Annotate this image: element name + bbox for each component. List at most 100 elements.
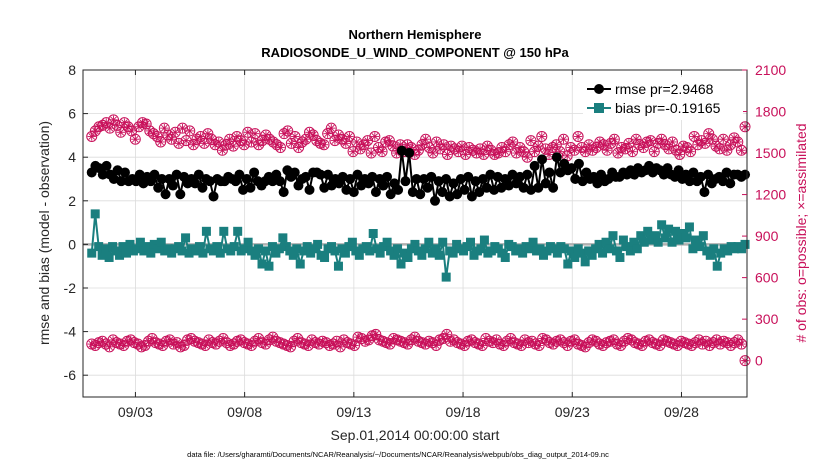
obs-possible-marker: [438, 139, 450, 151]
obs-assimilated-stroke: [618, 144, 625, 151]
obs-possible-marker: [692, 139, 704, 151]
obs-assimilated-stroke: [320, 141, 328, 149]
obs-count-point: [180, 135, 192, 147]
bias-point: [267, 242, 277, 252]
obs-assimilated-stroke: [624, 335, 632, 342]
obs-assimilated-stroke: [658, 135, 665, 143]
rmse-point: [370, 187, 381, 198]
obs-possible-marker: [304, 126, 316, 138]
bias-point: [219, 226, 229, 236]
obs-count-point: [249, 128, 261, 140]
obs-assimilated-stroke: [538, 133, 546, 140]
obs-possible-marker: [735, 144, 747, 156]
obs-possible-marker: [164, 334, 176, 346]
obs-possible-marker: [144, 125, 156, 137]
bias-point: [671, 226, 681, 236]
bias-point: [632, 244, 642, 254]
bias-point: [691, 235, 701, 245]
obs-assimilated-stroke: [367, 149, 375, 157]
bias-point: [278, 233, 288, 243]
obs-assimilated-stroke: [368, 332, 376, 340]
bias-point: [608, 231, 618, 241]
obs-possible-marker: [732, 334, 744, 346]
obs-assimilated-stroke: [656, 342, 664, 349]
bias-point: [566, 246, 576, 256]
obs-assimilated-stroke: [480, 151, 488, 158]
obs-assimilated-stroke: [378, 148, 386, 155]
bias-point: [580, 257, 590, 267]
obs-assimilated-stroke: [251, 337, 259, 345]
obs-assimilated-stroke: [418, 141, 426, 149]
bias-point: [434, 250, 444, 260]
obs-possible-marker: [249, 335, 261, 347]
rmse-point: [119, 167, 130, 178]
obs-possible-marker: [217, 333, 229, 345]
obs-count-point: [685, 146, 697, 158]
rmse-point: [175, 189, 186, 200]
bias-point: [240, 244, 250, 254]
obs-assimilated-stroke: [514, 340, 522, 348]
obs-assimilated-stroke: [364, 137, 371, 144]
obs-assimilated-stroke: [329, 340, 337, 348]
bias-point: [365, 246, 375, 256]
obs-possible-marker: [562, 339, 574, 351]
bias-point: [403, 252, 413, 262]
obs-possible-marker: [178, 339, 190, 351]
obs-assimilated-stroke: [574, 340, 582, 348]
left-y-tick-label: 2: [68, 193, 76, 209]
bias-point: [664, 224, 674, 234]
obs-possible-marker: [525, 135, 537, 147]
rmse-point: [725, 178, 736, 189]
obs-assimilated-stroke: [677, 337, 685, 345]
obs-count-point: [282, 125, 294, 137]
obs-possible-marker: [505, 333, 517, 345]
obs-possible-marker: [430, 339, 442, 351]
bias-point: [681, 233, 691, 243]
obs-assimilated-stroke: [124, 123, 132, 131]
bias-point: [643, 226, 653, 236]
obs-count-point: [285, 341, 297, 353]
left-y-tick-label: -6: [64, 367, 77, 383]
obs-possible-marker: [282, 125, 294, 137]
bias-point: [441, 272, 451, 282]
obs-possible-marker: [721, 144, 733, 156]
obs-possible-marker: [318, 139, 330, 151]
obs-count-point: [519, 334, 531, 346]
obs-assimilated-stroke: [139, 119, 146, 126]
obs-possible-marker: [696, 338, 708, 350]
bias-point: [577, 248, 587, 258]
rmse-point: [234, 169, 245, 180]
obs-assimilated-stroke: [162, 337, 170, 345]
obs-assimilated-stroke: [113, 339, 120, 346]
obs-assimilated-stroke: [520, 148, 527, 155]
bias-point: [528, 237, 538, 247]
obs-possible-marker: [627, 146, 639, 158]
bias-point: [393, 244, 403, 254]
obs-assimilated-stroke: [683, 144, 691, 151]
obs-assimilated-stroke: [706, 342, 713, 349]
obs-possible-marker: [329, 135, 341, 147]
legend-bias-marker: [594, 103, 604, 113]
obs-possible-marker: [370, 328, 382, 340]
bias-point: [274, 244, 284, 254]
obs-assimilated-stroke: [171, 128, 179, 136]
rmse-point: [673, 165, 684, 176]
obs-possible-marker: [695, 135, 707, 147]
obs-possible-marker: [289, 130, 301, 142]
obs-assimilated-stroke: [643, 138, 651, 146]
obs-possible-marker: [536, 130, 548, 142]
obs-possible-marker: [739, 355, 751, 367]
obs-possible-marker: [492, 147, 504, 159]
obs-assimilated-stroke: [509, 138, 517, 146]
obs-assimilated-stroke: [319, 337, 326, 345]
rmse-point: [385, 189, 396, 200]
obs-possible-marker: [267, 136, 279, 148]
obs-possible-marker: [383, 135, 395, 147]
bias-point: [705, 250, 715, 260]
obs-possible-marker: [700, 335, 712, 347]
obs-possible-marker: [249, 128, 261, 140]
obs-assimilated-stroke: [290, 337, 298, 345]
obs-assimilated-stroke: [375, 144, 382, 151]
legend: rmse pr=2.9468 bias pr=-0.19165: [583, 77, 743, 120]
obs-assimilated-stroke: [631, 339, 639, 346]
